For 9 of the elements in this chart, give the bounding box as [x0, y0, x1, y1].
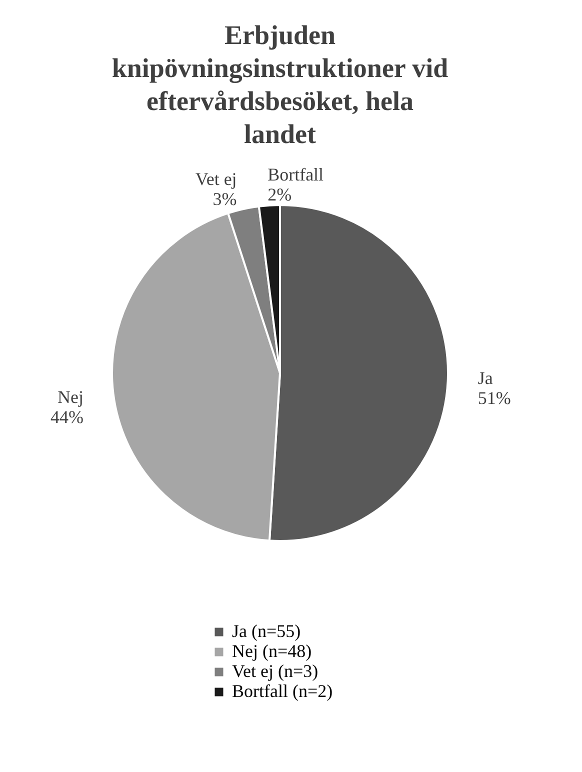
data-label: Ja 51% — [478, 368, 511, 408]
legend-label: Bortfall (n=2) — [232, 681, 333, 701]
legend-label: Nej (n=48) — [232, 641, 312, 661]
chart-title: Erbjuden knipövningsinstruktioner vid eftervårdsbesöket, hela landet — [112, 20, 448, 149]
legend-label: Vet ej (n=3) — [232, 661, 318, 681]
data-label: Vet ej 3% — [195, 168, 237, 209]
data-label: Bortfall 2% — [268, 164, 324, 204]
data-label: Nej 44% — [50, 386, 84, 427]
legend-label: Ja (n=55) — [232, 621, 301, 641]
